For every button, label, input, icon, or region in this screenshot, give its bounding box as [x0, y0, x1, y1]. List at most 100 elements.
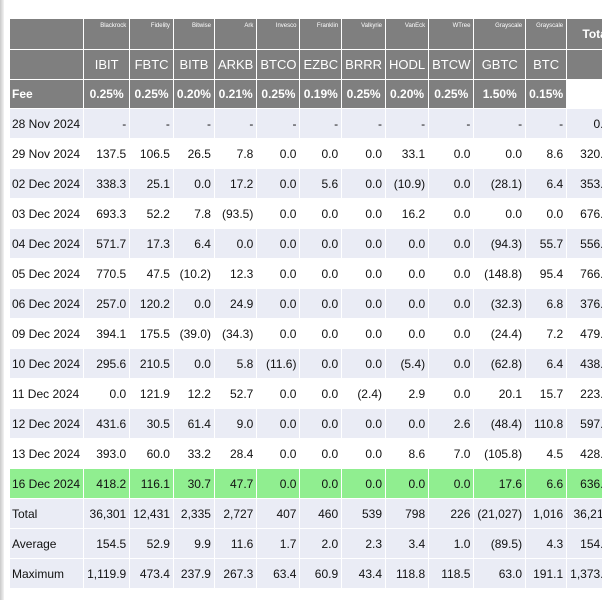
fee-row: Fee 0.25% 0.25% 0.20% 0.21% 0.25% 0.19% 0.25% 0.…: [10, 80, 602, 108]
flow-value: (48.4): [474, 409, 526, 438]
flow-value: 0.0: [342, 319, 385, 348]
daily-flow-row: 11 Dec 2024 0.0 121.9 12.2 52.7 0.0 0.0 (2.4) 2.…: [10, 379, 602, 408]
daily-flow-row: 03 Dec 2024 693.3 52.2 7.8 (93.5) 0.0 0.0 0.0 16…: [10, 199, 602, 228]
flow-value: 0.0: [474, 199, 526, 228]
flow-value: 0.0: [214, 229, 257, 258]
ticker-symbol: IBIT: [84, 50, 130, 79]
flow-value: 55.7: [526, 229, 567, 258]
flow-value: 110.8: [526, 409, 567, 438]
flow-value: 0.0: [429, 139, 474, 168]
flow-value: 0.0: [257, 289, 300, 318]
flow-value: 116.1: [130, 469, 173, 498]
summary-row: Average 154.5 52.9 9.9 11.6 1.7 2.0 2.3 3.4 1.0 (8…: [10, 529, 602, 558]
flow-value: 0.0: [429, 319, 474, 348]
flow-value: 431.6: [84, 409, 130, 438]
fee-value: 1.50%: [474, 80, 526, 108]
flow-value: -: [84, 109, 130, 138]
issuer-name: Invesco: [257, 19, 300, 49]
flow-value: (105.8): [474, 439, 526, 468]
flow-value: 12.3: [214, 259, 257, 288]
daily-flow-row: 04 Dec 2024 571.7 17.3 6.4 0.0 0.0 0.0 0.0 0.0 0.…: [10, 229, 602, 258]
flow-value: 30.5: [130, 409, 173, 438]
flow-value: 0.0: [342, 409, 385, 438]
flow-value: 0.0: [342, 469, 385, 498]
row-total: 676.0: [567, 199, 602, 228]
flow-value: (93.5): [214, 199, 257, 228]
flow-value: 33.1: [386, 139, 429, 168]
summary-value: 2.3: [342, 529, 385, 558]
summary-row: Total 36,301 12,431 2,335 2,727 407 460 539 798 2…: [10, 499, 602, 528]
ticker-symbol: HODL: [386, 50, 429, 79]
flow-value: 7.0: [429, 439, 474, 468]
daily-flow-row: 10 Dec 2024 295.6 210.5 0.0 5.8 (11.6) 0.0 0.0(…: [10, 349, 602, 378]
summary-value: 1,016: [526, 499, 567, 528]
ticker-symbol: BTCW: [429, 50, 474, 79]
ticker-symbol: BITB: [173, 50, 214, 79]
summary-value: 52.9: [130, 529, 173, 558]
daily-flow-row: 13 Dec 2024 393.0 60.0 33.2 28.4 0.0 0.0 0.0 8.6…: [10, 439, 602, 468]
flow-value: 106.5: [130, 139, 173, 168]
summary-value: 237.9: [173, 559, 214, 588]
summary-value: (21,027): [474, 499, 526, 528]
fee-value: 0.21%: [214, 80, 257, 108]
flow-value: 770.5: [84, 259, 130, 288]
summary-value: 60.9: [300, 559, 342, 588]
flow-value: -: [386, 109, 429, 138]
fee-value: 0.15%: [526, 80, 567, 108]
flow-value: 295.6: [84, 349, 130, 378]
flow-value: 0.0: [300, 439, 342, 468]
row-date: 12 Dec 2024: [10, 409, 84, 438]
flow-value: (10.2): [173, 259, 214, 288]
flow-value: 0.0: [429, 199, 474, 228]
ticker-symbol: BRRR: [342, 50, 385, 79]
ticker-symbol: ARKB: [214, 50, 257, 79]
summary-value: (89.5): [474, 529, 526, 558]
flow-value: 0.0: [300, 409, 342, 438]
flow-value: 0.0: [342, 439, 385, 468]
flow-value: 7.8: [214, 139, 257, 168]
flow-value: 47.7: [214, 469, 257, 498]
total-column-header: Total: [567, 19, 602, 49]
row-date: 10 Dec 2024: [10, 349, 84, 378]
daily-flow-row: 02 Dec 2024 338.3 25.1 0.0 17.2 0.0 5.6 0.0 (10.…: [10, 169, 602, 198]
summary-value: 3.4: [386, 529, 429, 558]
flow-value: 95.4: [526, 259, 567, 288]
issuer-name: Franklin: [300, 19, 342, 49]
flow-value: 0.0: [386, 259, 429, 288]
summary-value: 407: [257, 499, 300, 528]
flow-value: 210.5: [130, 349, 173, 378]
summary-value: 9.9: [173, 529, 214, 558]
flow-value: 120.2: [130, 289, 173, 318]
summary-label: Maximum: [10, 559, 84, 588]
flow-value: 257.0: [84, 289, 130, 318]
flow-value: 25.1: [130, 169, 173, 198]
daily-flow-row: 12 Dec 2024 431.6 30.5 61.4 9.0 0.0 0.0 0.0 0.0 2…: [10, 409, 602, 438]
fee-value: 0.19%: [300, 80, 342, 108]
flow-value: (10.9): [386, 169, 429, 198]
flow-value: 418.2: [84, 469, 130, 498]
summary-value: 539: [342, 499, 385, 528]
summary-row: Maximum 1,119.9 473.4 237.9 267.3 63.4 60.9 43.…: [10, 559, 602, 588]
flow-value: 0.0: [173, 289, 214, 318]
flow-value: 0.0: [342, 139, 385, 168]
row-total: 223.1: [567, 379, 602, 408]
flow-value: 12.2: [173, 379, 214, 408]
summary-total: 154.1: [567, 529, 602, 558]
flow-value: 0.0: [429, 259, 474, 288]
flow-value: 24.9: [214, 289, 257, 318]
flow-value: 28.4: [214, 439, 257, 468]
row-total: 556.8: [567, 229, 602, 258]
summary-value: 1.7: [257, 529, 300, 558]
summary-label: Average: [10, 529, 84, 558]
summary-value: 226: [429, 499, 474, 528]
flow-value: 0.0: [300, 289, 342, 318]
issuer-name: VanEck: [386, 19, 429, 49]
row-total: 479.1: [567, 319, 602, 348]
issuer-name: WTree: [429, 19, 474, 49]
summary-value: 154.5: [84, 529, 130, 558]
fee-value: 0.25%: [342, 80, 385, 108]
flow-value: (32.3): [474, 289, 526, 318]
flow-value: (62.8): [474, 349, 526, 378]
flow-value: -: [429, 109, 474, 138]
summary-value: 2,335: [173, 499, 214, 528]
